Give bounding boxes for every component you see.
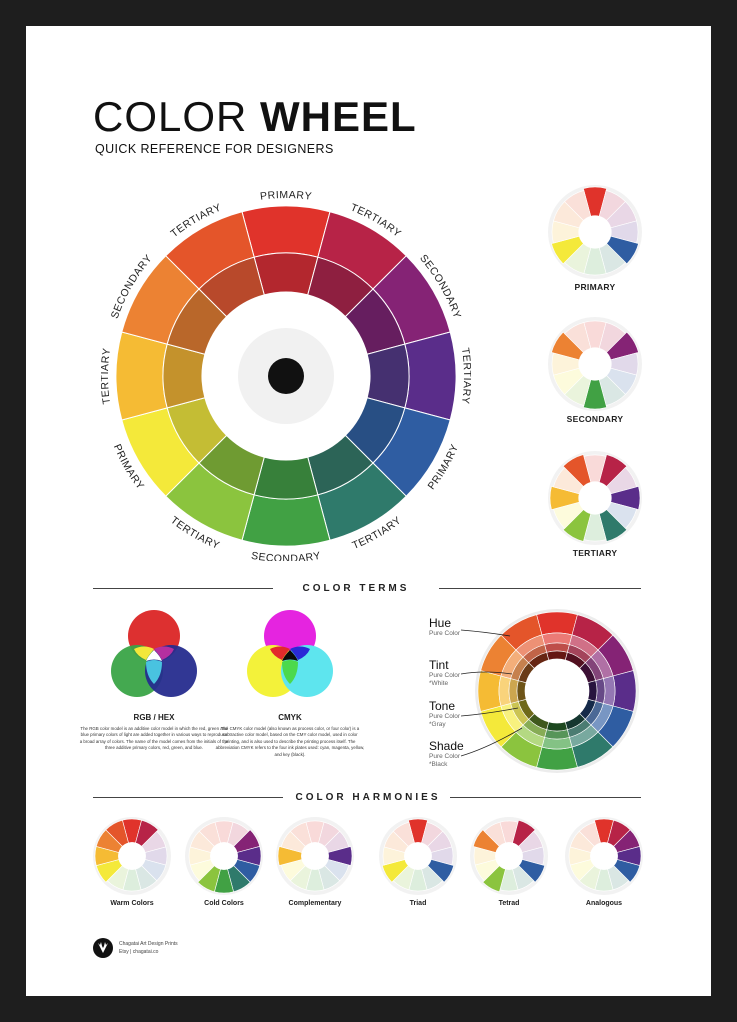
mini-wheel-center [210, 842, 238, 870]
inner-segment [253, 252, 319, 296]
page-title: COLOR WHEEL [93, 96, 417, 138]
term-tone: Tone Pure Color *Gray [429, 699, 461, 729]
title-light: COLOR [93, 93, 261, 140]
analogous-wheel [565, 817, 643, 895]
secondary-mini-label: SECONDARY [566, 414, 624, 424]
rgb-description: The RGB color model is an additive color… [79, 726, 229, 751]
terms-wheel-segment [587, 680, 598, 702]
mini-wheel-center [118, 842, 146, 870]
rgb-yellow-overlap [134, 646, 154, 660]
footer-credits: Chagatai Art Design Prints Etsy | chagata… [119, 941, 178, 956]
brand-logo [93, 938, 113, 958]
mini-wheel-center [590, 842, 618, 870]
cmyk-description: The CMYK color model (also known as proc… [215, 726, 365, 757]
terms-wheel-center [525, 659, 589, 723]
tertiary-mini-label: TERTIARY [572, 548, 618, 558]
cold-colors-wheel [185, 817, 263, 895]
terms-rule-left [93, 588, 273, 589]
footer-line-1: Chagatai Art Design Prints [119, 941, 178, 947]
mini-wheel-center [578, 481, 612, 515]
color-terms-title: COLOR TERMS [302, 583, 410, 594]
poster: COLOR WHEEL QUICK REFERENCE FOR DESIGNER… [26, 26, 711, 996]
outer-segment [404, 331, 457, 421]
term-tone-name: Tone [429, 699, 456, 713]
primary-mini-wheel [548, 185, 642, 279]
terms-wheel-segment [546, 721, 568, 732]
wheel-label: PRIMARY [259, 191, 312, 203]
primary-mini-label: PRIMARY [574, 282, 616, 292]
cmyk-red-overlap [270, 646, 290, 660]
cold-colors-label: Cold Colors [204, 900, 244, 907]
terms-wheel-segment [612, 670, 637, 712]
term-tone-sub-2: *Gray [429, 721, 446, 729]
term-tint-sub-1: Pure Color [429, 672, 461, 680]
color-harmonies-title: COLOR HARMONIES [295, 792, 441, 803]
term-tone-sub-1: Pure Color [429, 713, 461, 721]
mini-wheel-center [495, 842, 523, 870]
harmonies-rule-left [93, 797, 283, 798]
mini-wheel-center [578, 347, 612, 381]
warm-colors-wheel [93, 817, 171, 895]
term-shade: Shade Pure Color *Black [429, 739, 464, 769]
triad-wheel [379, 817, 457, 895]
page-subtitle: QUICK REFERENCE FOR DESIGNERS [95, 142, 334, 156]
inner-segment [366, 343, 410, 409]
inner-segment [253, 456, 319, 500]
cmyk-label: CMYK [278, 713, 302, 722]
rgb-venn-diagram [111, 610, 197, 697]
wheel-label: TERTIARY [459, 347, 471, 405]
main-color-wheel: PRIMARYTERTIARYSECONDARYTERTIARYPRIMARYT… [101, 191, 471, 561]
rgb-magenta-overlap [154, 646, 174, 660]
analogous-label: Analogous [585, 900, 623, 907]
wheel-label: TERTIARY [101, 347, 113, 405]
deer-icon [98, 942, 108, 953]
mini-wheel-center [301, 842, 329, 870]
term-pointer-arrows [460, 629, 523, 757]
rgb-label: RGB / HEX [133, 713, 175, 722]
term-hue-name: Hue [429, 616, 452, 630]
tetrad-label: Tetrad [498, 900, 520, 907]
footer-line-2: Etsy | chagatai.co [119, 948, 159, 955]
term-shade-sub-2: *Black [429, 761, 448, 769]
triad-label: Triad [409, 900, 427, 907]
title-bold: WHEEL [260, 93, 417, 140]
term-shade-sub-1: Pure Color [429, 753, 461, 761]
outer-segment [241, 205, 331, 258]
outer-segment [241, 494, 331, 547]
cmyk-blue-overlap [290, 646, 310, 660]
complementary-label: Complementary [288, 900, 342, 907]
terms-rule-right [439, 588, 641, 589]
wheel-center-dot [268, 358, 304, 394]
harmonies-rule-right [450, 797, 641, 798]
wheel-label: SECONDARY [250, 550, 322, 561]
rgb-white-center [146, 650, 162, 661]
term-tint-name: Tint [429, 658, 449, 672]
mini-wheel-center [404, 842, 432, 870]
tertiary-mini-wheel [548, 451, 642, 545]
outer-segment [115, 331, 168, 421]
term-shade-name: Shade [429, 739, 464, 753]
cmyk-venn-diagram [247, 610, 333, 697]
inner-segment [162, 343, 206, 409]
complementary-wheel [276, 817, 354, 895]
term-tint-sub-2: *White [429, 680, 449, 688]
term-hue-sub-1: Pure Color [429, 630, 461, 638]
term-hue: Hue Pure Color [429, 616, 461, 638]
cmyk-green-overlap [282, 660, 298, 684]
mini-wheel-center [578, 215, 612, 249]
cmyk-black-center [282, 650, 298, 661]
terms-wheel-segment [546, 650, 568, 661]
term-tint: Tint Pure Color *White [429, 658, 461, 688]
rgb-cyan-overlap [146, 660, 162, 684]
secondary-mini-wheel [548, 317, 642, 411]
tetrad-wheel [470, 817, 548, 895]
warm-colors-label: Warm Colors [110, 900, 154, 907]
